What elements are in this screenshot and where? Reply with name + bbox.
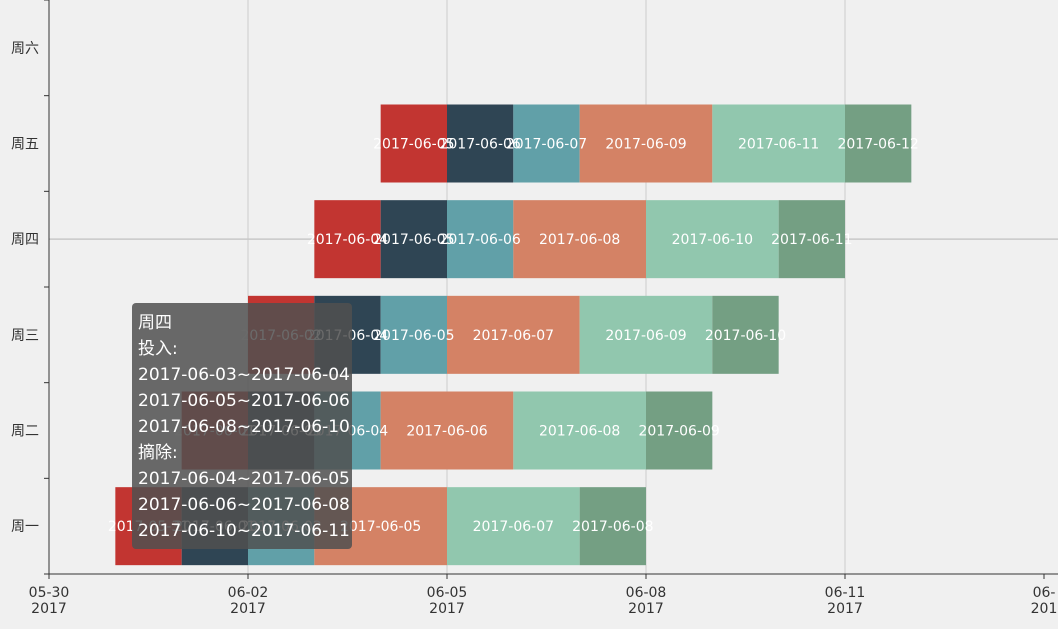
bar-segment (712, 104, 845, 183)
bar-label: 2017-06-05 (373, 232, 454, 248)
bar-segment (314, 200, 381, 279)
bar-label: 2017-06-08 (572, 519, 653, 535)
x-axis-label: 06-05 (427, 585, 468, 601)
y-axis-label: 周三 (11, 328, 39, 344)
bar-label: 2017-06-11 (738, 137, 819, 153)
bar-segment (513, 104, 580, 183)
bar-segment (513, 391, 646, 470)
tooltip-input-range: 2017-06-05~2017-06-06 (138, 391, 350, 411)
y-axis-label: 周五 (11, 137, 39, 153)
bar-segment (447, 104, 514, 183)
y-axis-label: 周四 (11, 232, 39, 248)
bar-segment (712, 295, 779, 374)
tooltip-input-range: 2017-06-08~2017-06-10 (138, 417, 350, 437)
bar-label: 2017-06-10 (705, 328, 786, 344)
bar-segment (845, 104, 912, 183)
x-axis-sublabel: 2017 (429, 601, 465, 617)
bar-segment (447, 200, 514, 279)
tooltip-input-label: 投入: (138, 339, 178, 359)
x-axis-label: 06-02 (228, 585, 269, 601)
bar-label: 2017-06-08 (539, 424, 620, 440)
tooltip-title: 周四 (138, 313, 172, 333)
bar-label: 2017-06-05 (373, 137, 454, 153)
tooltip-input-range: 2017-06-03~2017-06-04 (138, 365, 350, 385)
bar-label: 2017-06-11 (771, 232, 852, 248)
bar-segment (778, 200, 845, 279)
bar-label: 2017-06-06 (406, 424, 487, 440)
tooltip-remove-range: 2017-06-10~2017-06-11 (138, 521, 350, 541)
x-axis-sublabel: 2017 (230, 601, 266, 617)
bar-segment (447, 295, 580, 374)
tooltip-remove-range: 2017-06-04~2017-06-05 (138, 469, 350, 489)
bar-segment (380, 200, 447, 279)
x-axis-sublabel: 2017 (628, 601, 664, 617)
y-axis-label: 周六 (11, 41, 39, 57)
bar-segment (579, 487, 646, 566)
bar-label: 2017-06-05 (373, 328, 454, 344)
y-axis-label: 周二 (11, 424, 39, 440)
bar-label: 2017-06-06 (439, 137, 520, 153)
bar-segment (380, 104, 447, 183)
x-axis-sublabel: 2017 (827, 601, 863, 617)
bar-label: 2017-06-07 (473, 519, 554, 535)
bar-label: 2017-06-07 (473, 328, 554, 344)
x-axis-sublabel: 2017 (31, 601, 67, 617)
bar-segment (646, 200, 779, 279)
y-axis-label: 周一 (11, 519, 39, 535)
tooltip-remove-label: 摘除: (138, 443, 178, 463)
bar-label: 2017-06-07 (506, 137, 587, 153)
tooltip: 周四 投入: 2017-06-03~2017-06-04 2017-06-05~… (132, 303, 352, 549)
bar-label: 2017-06-04 (307, 232, 388, 248)
x-axis-label: 06-11 (825, 585, 866, 601)
x-axis-sublabel: 201 (1031, 601, 1058, 617)
bar-label: 2017-06-09 (605, 137, 686, 153)
bar-segment (513, 200, 646, 279)
bar-label: 2017-06-08 (539, 232, 620, 248)
bar-label: 2017-06-12 (837, 137, 918, 153)
tooltip-remove-range: 2017-06-06~2017-06-08 (138, 495, 350, 515)
bar-label: 2017-06-09 (638, 424, 719, 440)
bar-segment (380, 391, 514, 470)
x-axis-label: 05-30 (29, 585, 70, 601)
bar-segment (579, 104, 713, 183)
x-axis-label: 06-08 (626, 585, 667, 601)
bar-label: 2017-06-05 (340, 519, 421, 535)
bar-label: 2017-06-10 (672, 232, 753, 248)
bar-segment (579, 295, 713, 374)
bar-segment (380, 295, 447, 374)
bar-segment (447, 487, 580, 566)
bar-label: 2017-06-06 (439, 232, 520, 248)
x-axis-label: 06- (1033, 585, 1056, 601)
bar-label: 2017-06-09 (605, 328, 686, 344)
bar-segment (646, 391, 713, 470)
